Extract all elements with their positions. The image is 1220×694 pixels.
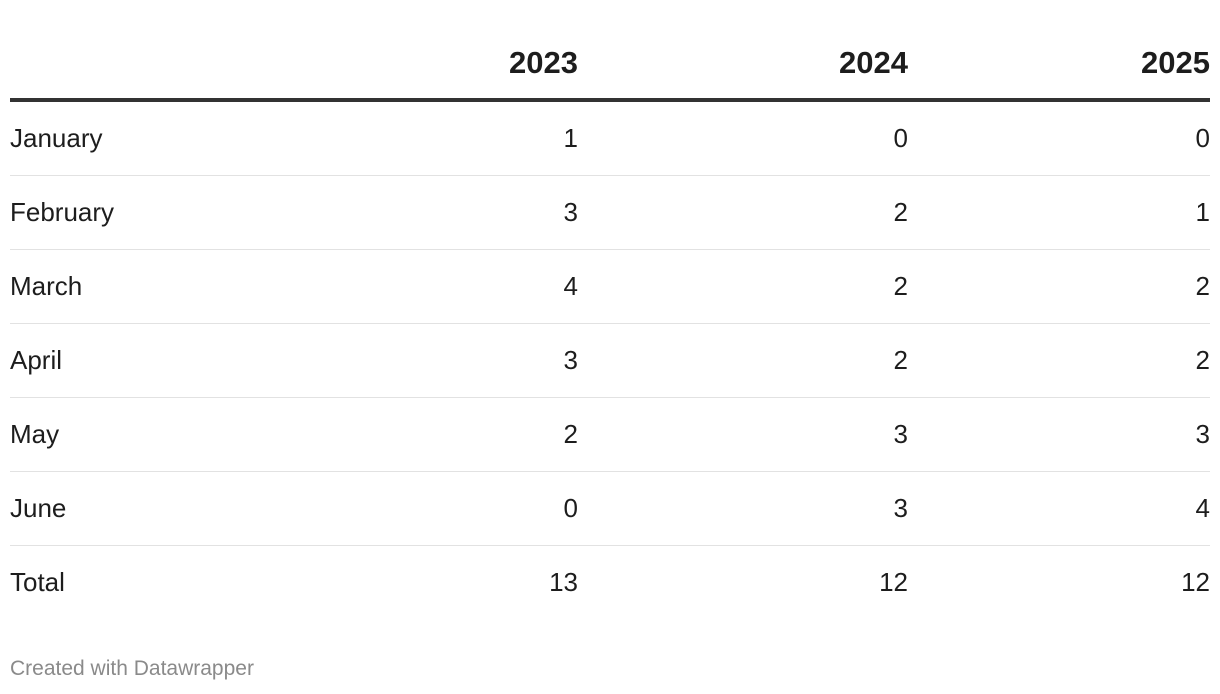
header-row: 2023 2024 2025 (10, 28, 1210, 102)
table-row: February 3 2 1 (10, 175, 1210, 250)
row-label: April (10, 323, 260, 398)
column-header-2023: 2023 (260, 28, 578, 102)
column-header-2025: 2025 (908, 28, 1210, 102)
table-body: January 1 0 0 February 3 2 1 March 4 2 2… (10, 100, 1210, 619)
cell-value: 3 (260, 323, 578, 398)
cell-value: 2 (260, 397, 578, 472)
cell-value: 2 (578, 323, 908, 398)
cell-value: 2 (908, 323, 1210, 398)
cell-value: 4 (260, 249, 578, 324)
cell-value: 0 (260, 471, 578, 546)
cell-value: 1 (260, 100, 578, 176)
row-label: March (10, 249, 260, 324)
column-header-label (10, 28, 260, 102)
table-row: March 4 2 2 (10, 249, 1210, 324)
row-label: June (10, 471, 260, 546)
column-header-2024: 2024 (578, 28, 908, 102)
table-row: January 1 0 0 (10, 100, 1210, 176)
cell-value: 3 (578, 397, 908, 472)
cell-value: 13 (549, 567, 578, 597)
cell-value: 12 (879, 567, 908, 597)
footer-credit: Created with Datawrapper (10, 657, 254, 680)
cell-value: 12 (1181, 567, 1210, 597)
table-row: June 0 3 4 (10, 471, 1210, 546)
cell-value: 2 (908, 249, 1210, 324)
row-label: May (10, 397, 260, 472)
data-table: 2023 2024 2025 January 1 0 0 February 3 … (10, 28, 1210, 619)
cell-value: 3 (260, 175, 578, 250)
row-label: January (10, 100, 260, 176)
cell-value: 0 (908, 100, 1210, 176)
cell-value: 3 (908, 397, 1210, 472)
table-row: May 2 3 3 (10, 397, 1210, 472)
table-header: 2023 2024 2025 (10, 28, 1210, 102)
row-label: Total (10, 567, 65, 597)
cell-value: 3 (578, 471, 908, 546)
table-row: April 3 2 2 (10, 323, 1210, 398)
cell-value: 2 (578, 249, 908, 324)
table-row-total: Total 13 12 12 (10, 546, 1210, 620)
cell-value: 0 (578, 100, 908, 176)
row-label: February (10, 175, 260, 250)
cell-value: 4 (908, 471, 1210, 546)
cell-value: 2 (578, 175, 908, 250)
cell-value: 1 (908, 175, 1210, 250)
